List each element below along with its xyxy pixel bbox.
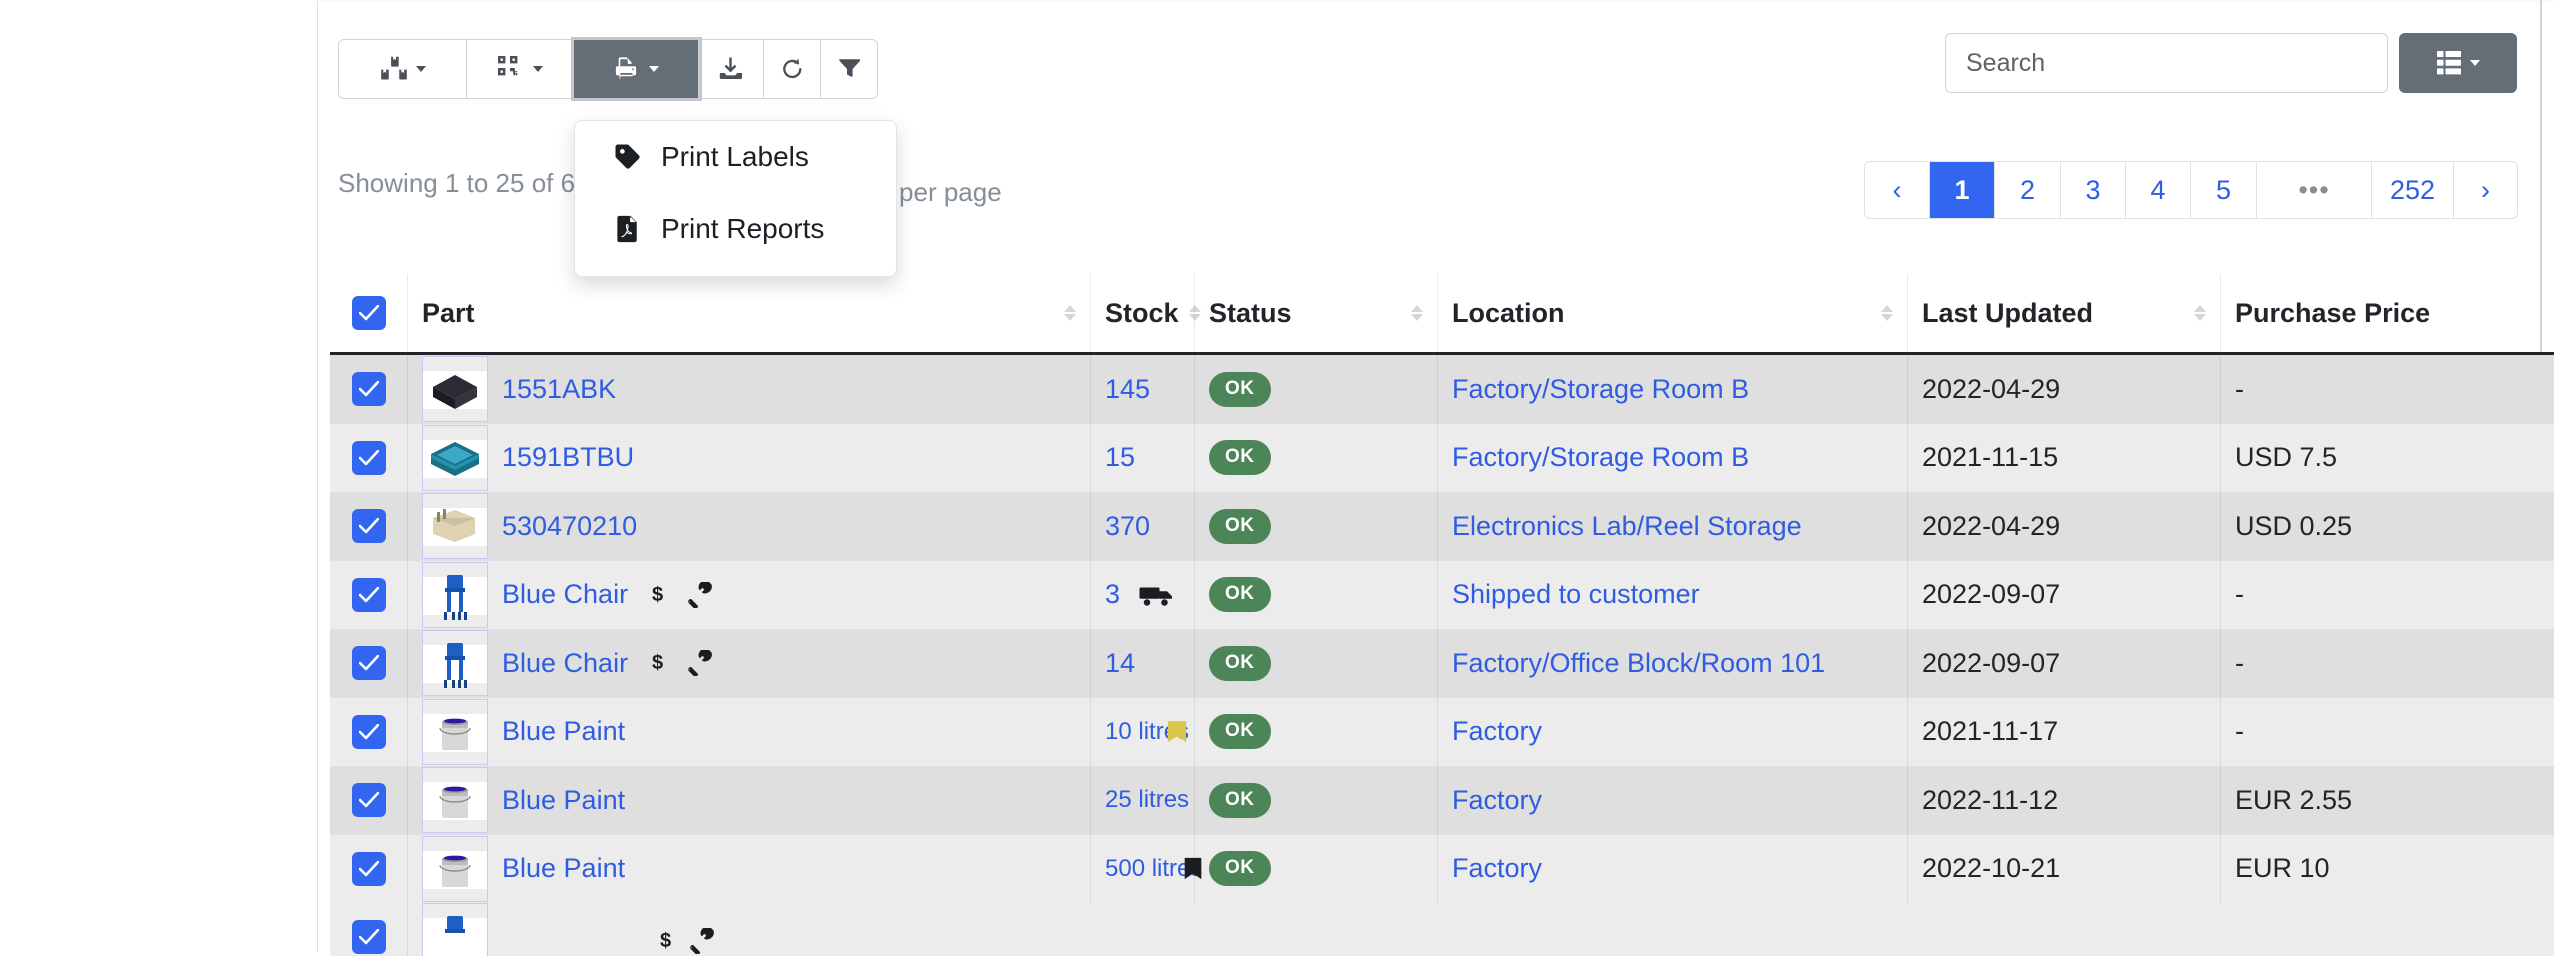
svg-text:$: $ bbox=[652, 584, 663, 606]
svg-text:$: $ bbox=[660, 930, 671, 952]
svg-text:$: $ bbox=[652, 652, 663, 674]
